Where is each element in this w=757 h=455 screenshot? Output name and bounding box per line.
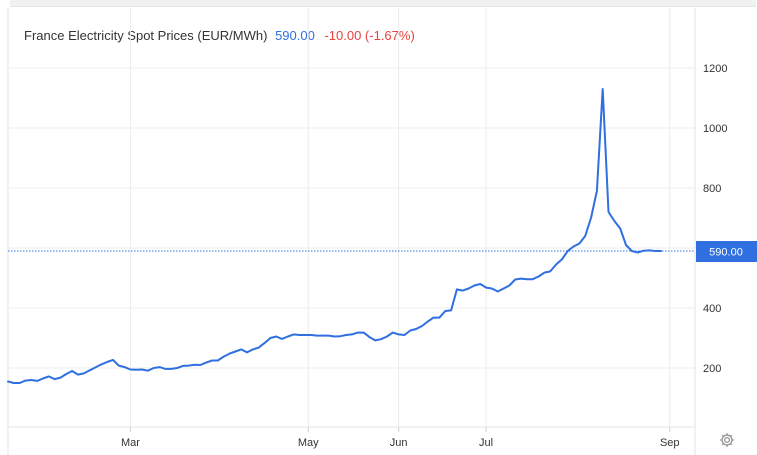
y-tick-label: 1000 <box>703 123 727 135</box>
last-value-badge <box>696 241 757 262</box>
x-tick-label: Sep <box>660 437 680 449</box>
last-value-badge-text: 590.00 <box>709 247 743 259</box>
x-tick-label: Mar <box>121 437 140 449</box>
y-tick-label: 400 <box>703 303 721 315</box>
change-value: -10.00 (-1.67%) <box>324 28 415 43</box>
last-value: 590.00 <box>275 28 315 43</box>
y-tick-label: 200 <box>703 363 721 375</box>
gear-icon[interactable] <box>718 431 736 449</box>
x-tick-label: Jun <box>390 437 408 449</box>
y-tick-label: 800 <box>703 183 721 195</box>
y-tick-label: 1200 <box>703 63 727 75</box>
price-series-line <box>7 88 662 384</box>
x-tick-label: May <box>298 437 319 449</box>
x-tick-label: Jul <box>479 437 493 449</box>
chart-title: France Electricity Spot Prices (EUR/MWh)… <box>24 28 415 43</box>
top-tab-strip <box>10 0 756 7</box>
chart-title-text: France Electricity Spot Prices (EUR/MWh) <box>24 28 268 43</box>
